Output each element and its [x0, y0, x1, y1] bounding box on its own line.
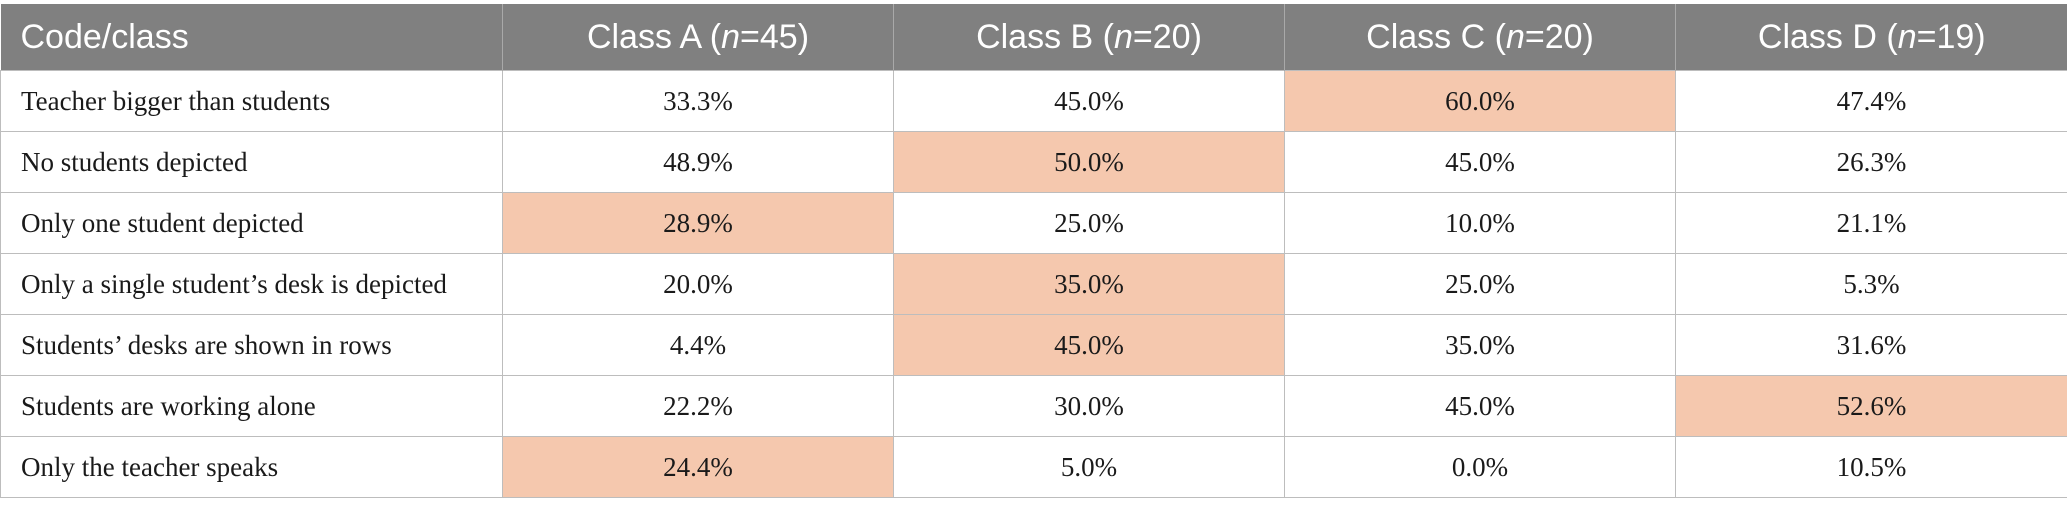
cell-class-c: 25.0% — [1284, 253, 1676, 315]
cell-class-c: 45.0% — [1284, 375, 1676, 437]
row-label: Students are working alone — [0, 375, 503, 437]
cell-class-b: 45.0% — [893, 314, 1285, 376]
header-code-class: Code/class — [0, 4, 503, 71]
header-class-d: Class D (n=19) — [1675, 4, 2067, 71]
table-row: No students depicted 48.9% 50.0% 45.0% 2… — [0, 131, 2067, 193]
cell-class-b: 50.0% — [893, 131, 1285, 193]
results-table: Code/class Class A (n=45) Class B (n=20)… — [0, 4, 2067, 498]
table-row: Students’ desks are shown in rows 4.4% 4… — [0, 314, 2067, 376]
cell-class-c: 35.0% — [1284, 314, 1676, 376]
cell-class-c: 60.0% — [1284, 70, 1676, 132]
table-row: Students are working alone 22.2% 30.0% 4… — [0, 375, 2067, 437]
cell-class-b: 45.0% — [893, 70, 1285, 132]
table-row: Only one student depicted 28.9% 25.0% 10… — [0, 192, 2067, 254]
cell-class-c: 10.0% — [1284, 192, 1676, 254]
cell-class-d: 5.3% — [1675, 253, 2067, 315]
header-class-d-name: Class D ( — [1757, 17, 1898, 56]
table-row: Teacher bigger than students 33.3% 45.0%… — [0, 70, 2067, 132]
header-class-a-n-var: n — [721, 17, 741, 56]
cell-class-d: 47.4% — [1675, 70, 2067, 132]
cell-class-d: 26.3% — [1675, 131, 2067, 193]
header-class-b: Class B (n=20) — [893, 4, 1285, 71]
cell-class-d: 21.1% — [1675, 192, 2067, 254]
table-row: Only the teacher speaks 24.4% 5.0% 0.0% … — [0, 436, 2067, 498]
cell-class-a: 24.4% — [502, 436, 894, 498]
cell-class-a: 4.4% — [502, 314, 894, 376]
cell-class-d: 52.6% — [1675, 375, 2067, 437]
cell-class-a: 33.3% — [502, 70, 894, 132]
cell-class-d: 10.5% — [1675, 436, 2067, 498]
row-label: Students’ desks are shown in rows — [0, 314, 503, 376]
row-label: Only one student depicted — [0, 192, 503, 254]
header-class-c-name: Class C ( — [1366, 17, 1506, 56]
table-row: Only a single student’s desk is depicted… — [0, 253, 2067, 315]
row-label: Only the teacher speaks — [0, 436, 503, 498]
row-label: Only a single student’s desk is depicted — [0, 253, 503, 315]
cell-class-a: 28.9% — [502, 192, 894, 254]
header-row: Code/class Class A (n=45) Class B (n=20)… — [0, 4, 2067, 71]
header-class-c-n-var: n — [1505, 17, 1525, 56]
row-label: Teacher bigger than students — [0, 70, 503, 132]
header-class-a-n-val: =45) — [740, 17, 810, 56]
header-class-b-n-var: n — [1114, 17, 1133, 56]
header-class-b-name: Class B ( — [976, 17, 1114, 56]
cell-class-b: 30.0% — [893, 375, 1285, 437]
cell-class-c: 0.0% — [1284, 436, 1676, 498]
header-class-a-name: Class A ( — [586, 17, 722, 56]
cell-class-b: 5.0% — [893, 436, 1285, 498]
header-class-d-n-var: n — [1897, 17, 1917, 56]
header-class-c: Class C (n=20) — [1284, 4, 1676, 71]
cell-class-c: 45.0% — [1284, 131, 1676, 193]
header-class-c-n-val: =20) — [1524, 17, 1594, 56]
cell-class-b: 25.0% — [893, 192, 1285, 254]
cell-class-d: 31.6% — [1675, 314, 2067, 376]
cell-class-a: 48.9% — [502, 131, 894, 193]
header-class-b-n-val: =20) — [1132, 17, 1202, 56]
header-class-a: Class A (n=45) — [502, 4, 894, 71]
cell-class-b: 35.0% — [893, 253, 1285, 315]
cell-class-a: 20.0% — [502, 253, 894, 315]
header-class-d-n-val: =19) — [1916, 17, 1986, 56]
cell-class-a: 22.2% — [502, 375, 894, 437]
row-label: No students depicted — [0, 131, 503, 193]
